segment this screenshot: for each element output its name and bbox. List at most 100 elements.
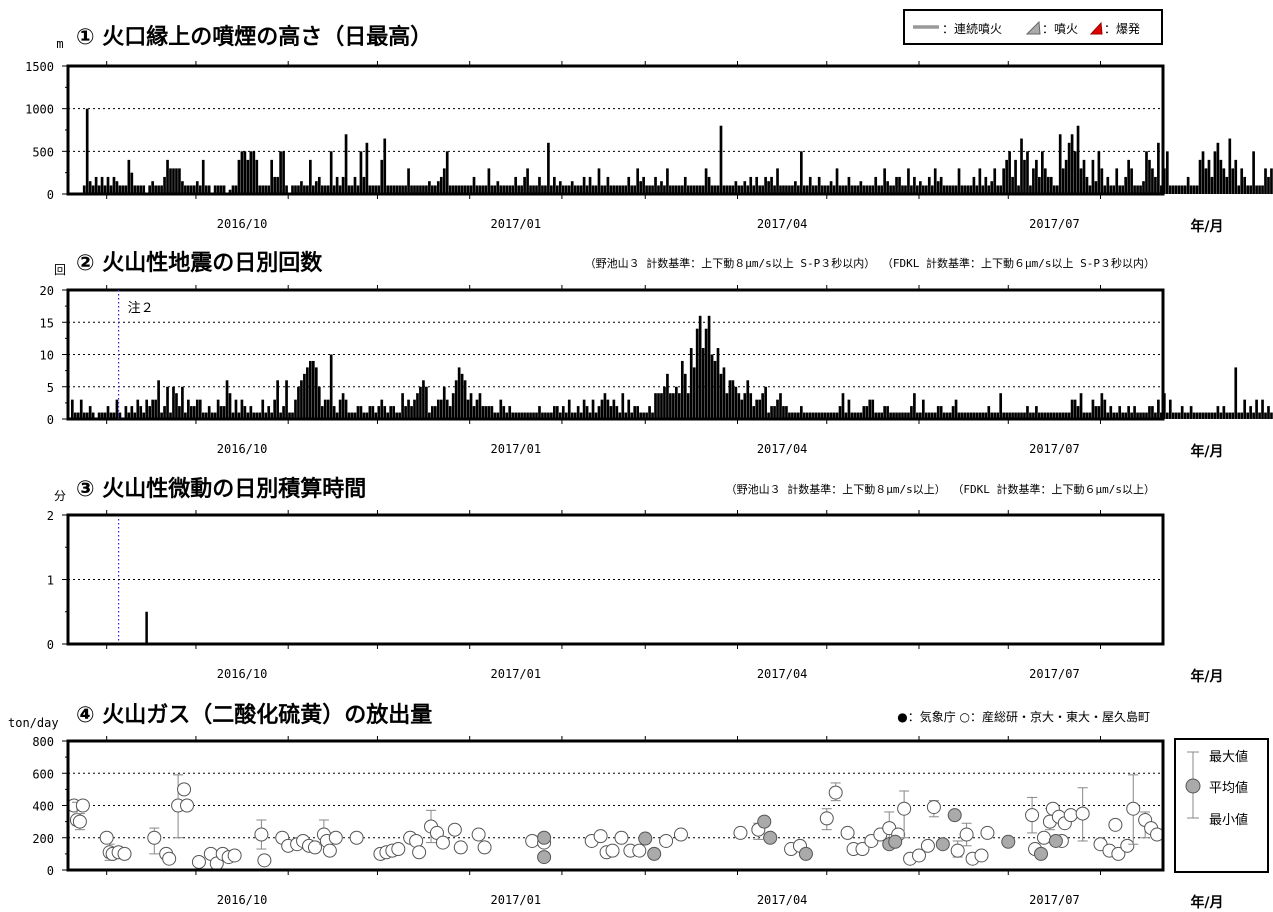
- bar: [630, 412, 634, 419]
- bar: [1174, 185, 1178, 194]
- plot-frame: [66, 739, 1165, 872]
- bar: [716, 185, 720, 194]
- bar: [1246, 185, 1249, 194]
- bar: [365, 412, 369, 419]
- bar: [273, 399, 276, 419]
- bar: [1011, 412, 1014, 419]
- bar: [457, 367, 461, 419]
- bar: [877, 412, 881, 419]
- point-other: [819, 811, 834, 826]
- bar: [85, 108, 89, 194]
- bar: [731, 185, 735, 194]
- bar: [133, 185, 137, 194]
- bar: [1094, 406, 1098, 419]
- bar: [142, 412, 146, 419]
- bar: [100, 412, 104, 419]
- bar: [591, 185, 595, 194]
- bar: [609, 406, 613, 419]
- bar: [880, 412, 883, 419]
- bar: [166, 386, 169, 419]
- bar: [198, 185, 202, 194]
- legend-continuous: ：連続噴火: [942, 22, 1002, 36]
- bar: [82, 412, 86, 419]
- bar: [1043, 412, 1047, 419]
- bar: [1255, 399, 1258, 419]
- bar: [573, 185, 577, 194]
- y-tick-label: 200: [32, 832, 54, 846]
- bar: [615, 185, 619, 194]
- bar: [1240, 412, 1244, 419]
- bar: [419, 386, 422, 419]
- bar: [356, 185, 360, 194]
- bar: [240, 399, 244, 419]
- point-other: [1025, 808, 1040, 823]
- bar: [1225, 176, 1229, 194]
- bar: [984, 412, 988, 419]
- bar: [103, 412, 107, 419]
- bar: [594, 412, 598, 419]
- x-tick-label: 2016/10: [217, 893, 268, 907]
- bar: [588, 412, 592, 419]
- bar: [1032, 412, 1035, 419]
- bar: [874, 176, 878, 194]
- bar: [368, 406, 372, 419]
- bar: [520, 185, 523, 194]
- bar: [627, 176, 631, 194]
- bar: [978, 168, 982, 194]
- bar: [689, 185, 693, 194]
- bar: [213, 185, 217, 194]
- bar: [737, 185, 741, 194]
- bar: [550, 412, 553, 419]
- bar: [329, 151, 333, 194]
- bar: [859, 412, 863, 419]
- bar: [323, 185, 327, 194]
- bar: [579, 412, 583, 419]
- bar: [966, 412, 970, 419]
- bar: [472, 176, 476, 194]
- point-jma: [638, 831, 653, 846]
- bar: [1237, 185, 1241, 194]
- bar: [579, 185, 583, 194]
- bar: [392, 185, 396, 194]
- bar: [511, 185, 515, 194]
- bar: [457, 185, 461, 194]
- bar: [1064, 159, 1068, 194]
- bar: [234, 185, 238, 194]
- bar: [160, 185, 163, 194]
- bar: [359, 151, 363, 194]
- bar: [127, 159, 131, 194]
- legend-sources: ●：気象庁 ○：産総研・京大・東大・屋久島町: [897, 709, 1150, 724]
- bar: [547, 412, 550, 419]
- bar: [692, 185, 696, 194]
- bar: [1082, 412, 1086, 419]
- bar: [508, 185, 512, 194]
- bar: [1204, 168, 1208, 194]
- bar: [404, 406, 407, 419]
- y-tick-label: 10: [40, 349, 54, 363]
- bar: [847, 176, 851, 194]
- bar: [797, 412, 800, 419]
- bar: [910, 406, 913, 419]
- bar: [97, 185, 101, 194]
- bar: [663, 185, 666, 194]
- bar: [1112, 185, 1116, 194]
- bar: [291, 185, 294, 194]
- bar: [895, 176, 898, 194]
- bar: [249, 406, 253, 419]
- point-other: [180, 798, 195, 813]
- bar: [222, 185, 226, 194]
- bar: [916, 185, 919, 194]
- bar: [1052, 412, 1056, 419]
- bar: [341, 393, 345, 419]
- bar: [695, 185, 699, 194]
- bar: [311, 185, 315, 194]
- bar: [484, 406, 488, 419]
- bar: [115, 399, 119, 419]
- point-other: [447, 822, 462, 837]
- bar: [618, 412, 622, 419]
- bar: [300, 181, 303, 194]
- point-other: [980, 825, 995, 840]
- bar: [517, 185, 520, 194]
- bar: [1142, 181, 1145, 194]
